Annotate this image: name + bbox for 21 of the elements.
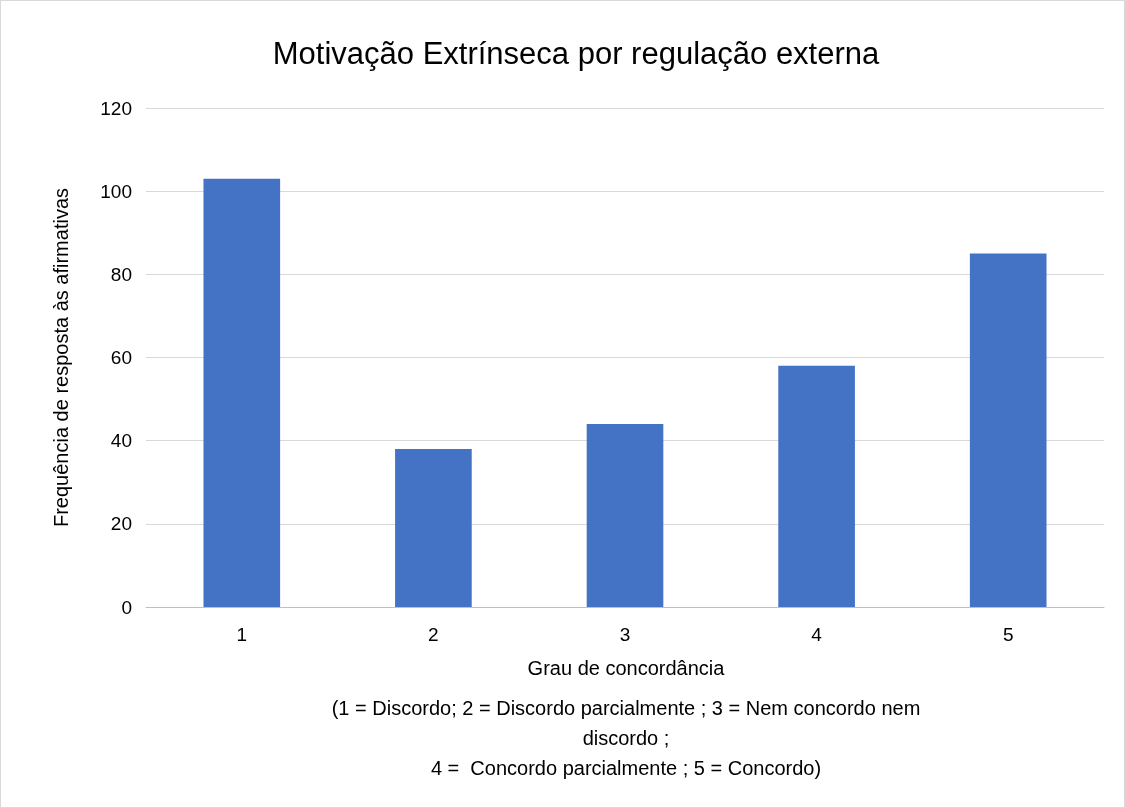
bar	[203, 178, 281, 607]
bar	[778, 365, 855, 607]
x-tick-label: 1	[236, 624, 248, 645]
y-tick-label: 40	[110, 430, 132, 452]
x-tick-label: 5	[1002, 624, 1014, 645]
y-tick-label: 120	[100, 97, 132, 119]
x-tick-label: 3	[619, 624, 631, 645]
y-tick-label: 60	[110, 347, 132, 368]
y-tick-label: 0	[121, 596, 132, 618]
y-tick-label: 80	[110, 263, 132, 285]
text: (1 = Discordo; 2 = Discordo parcialmente ; 3 = Nem concordo nem discordo ; 4 = Concordo parcialmente ; 5 = Concordo)	[331, 697, 921, 779]
x-tick-label: 4	[811, 624, 823, 645]
y-tick-label: 20	[110, 513, 132, 535]
y-axis-title: Frequência de resposta às afirmativas	[50, 187, 72, 528]
y-tick-label: 100	[100, 180, 132, 202]
chart-title: Motivação Extrínseca por regulação externa	[272, 36, 881, 71]
x-axis-title: Grau de concordância	[527, 657, 726, 679]
bar	[395, 448, 472, 607]
bar	[586, 424, 664, 607]
x-tick-label: 2	[428, 624, 439, 645]
bar	[969, 253, 1047, 607]
